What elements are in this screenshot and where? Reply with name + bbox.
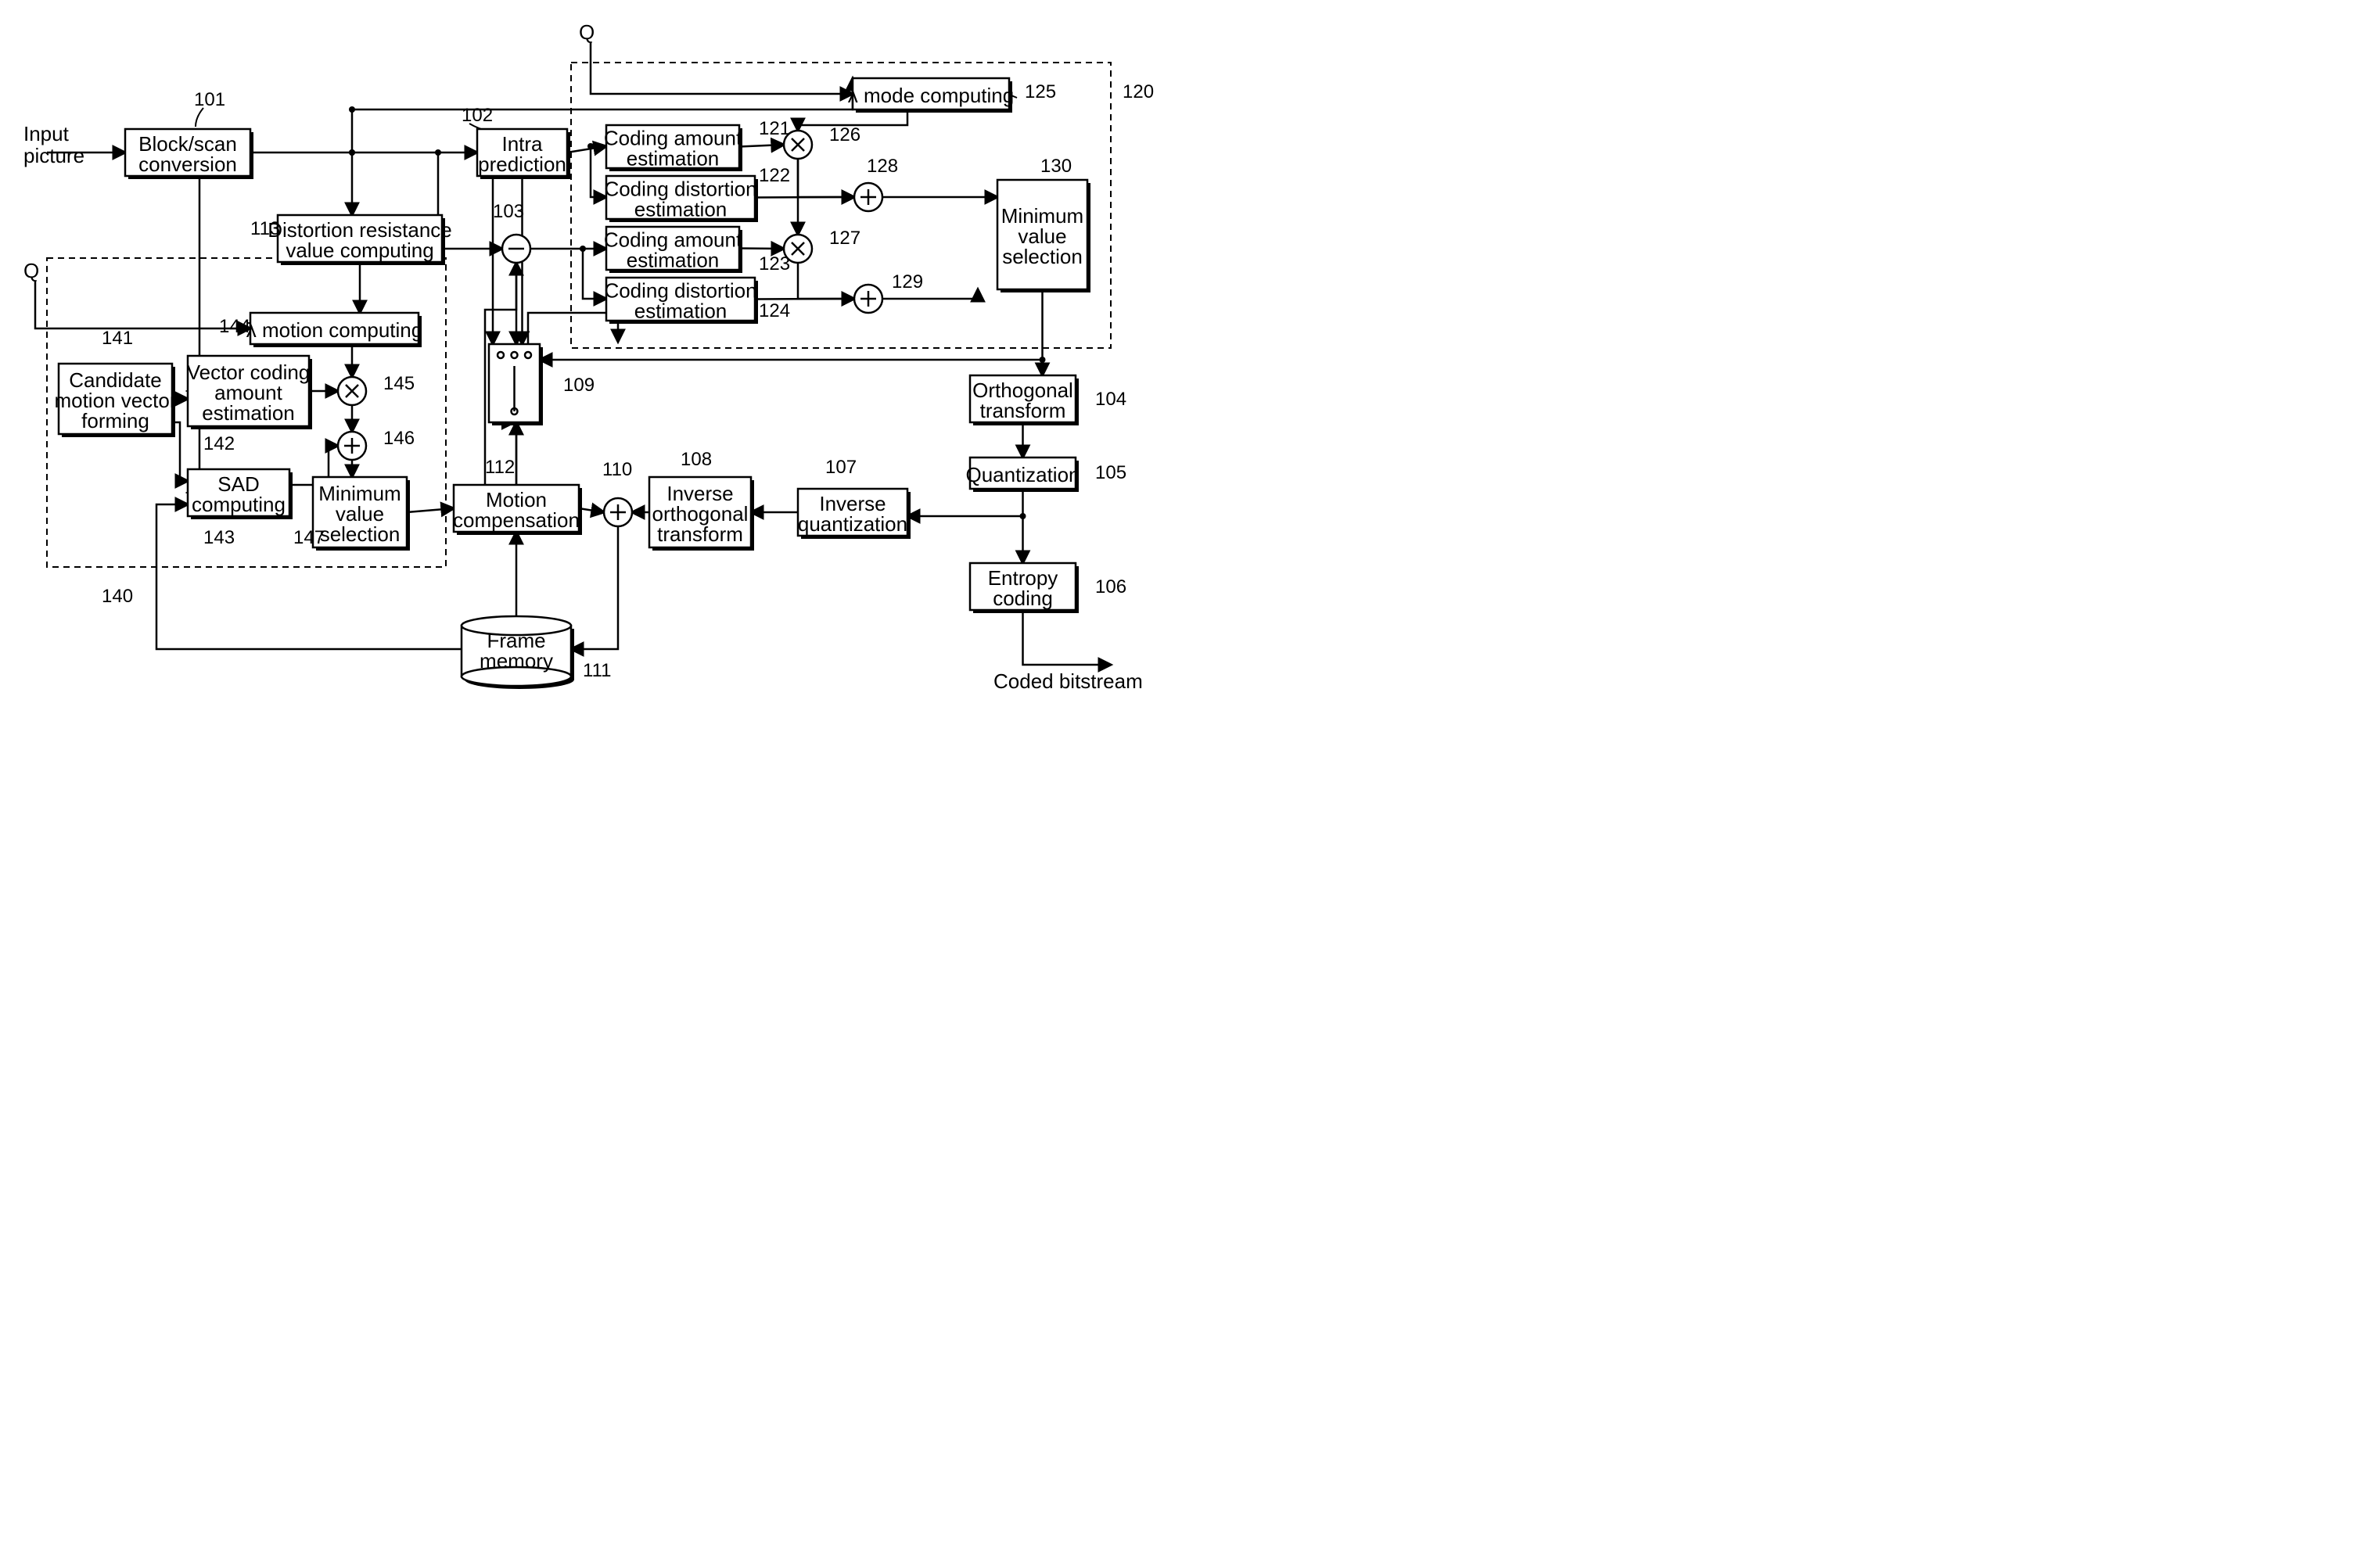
ref-105: 105 [1095, 462, 1126, 483]
ref-141: 141 [102, 328, 133, 349]
node-130: Minimumvalueselection [997, 180, 1090, 292]
node-102: Intraprediction [477, 129, 570, 179]
ref-102: 102 [462, 105, 493, 126]
ref-143: 143 [203, 527, 235, 548]
node-108: Inverseorthogonaltransform [649, 477, 754, 551]
ref-129: 129 [892, 271, 923, 292]
node-101: Block/scanconversion [125, 129, 253, 179]
ref-146: 146 [383, 428, 415, 449]
ref-112: 112 [485, 457, 515, 478]
ref-104: 104 [1095, 389, 1126, 410]
ref-144: 144 [219, 316, 250, 337]
op-128 [854, 183, 882, 211]
ref-145: 145 [383, 373, 415, 394]
ref-107: 107 [825, 457, 857, 478]
node-147: Minimumvalueselection [313, 477, 410, 551]
node-125: λ mode computing [848, 78, 1014, 113]
op-145 [338, 377, 366, 405]
node-144: λ motion computing [246, 313, 422, 347]
node-113: Distortion resistancevalue computing [268, 215, 452, 265]
ref-111: 111 [583, 660, 611, 681]
svg-text:Framememory: Framememory [480, 629, 553, 673]
ref-103: 103 [493, 201, 524, 222]
svg-text:λ motion computing: λ motion computing [246, 318, 422, 342]
node-123: Coding amountestimation [604, 227, 742, 273]
label-output: Coded bitstream [993, 669, 1143, 693]
ref-147: 147 [293, 527, 325, 548]
node-104: Orthogonaltransform [970, 375, 1079, 425]
svg-text:Entropycoding: Entropycoding [988, 566, 1058, 610]
ref-127: 127 [829, 228, 860, 249]
svg-text:Block/scanconversion: Block/scanconversion [138, 132, 237, 176]
node-111: Framememory [462, 616, 574, 689]
ref-110: 110 [602, 459, 632, 480]
node-112: Motioncompensation [453, 485, 582, 535]
svg-text:Distortion resistancevalue com: Distortion resistancevalue computing [268, 218, 452, 262]
node-122: Coding distortionestimation [604, 176, 758, 222]
node-109 [489, 344, 543, 425]
encoder-block-diagram: Block/scanconversion Intraprediction Ortho… [0, 0, 1173, 778]
svg-text:Orthogonaltransform: Orthogonaltransform [972, 379, 1073, 422]
ref-101: 101 [194, 89, 225, 110]
op-129 [854, 285, 882, 313]
ref-128: 128 [867, 156, 898, 177]
ref-125: 125 [1025, 81, 1056, 102]
op-146 [338, 432, 366, 460]
ref-124: 124 [759, 300, 790, 321]
node-121: Coding amountestimation [604, 125, 742, 171]
svg-text:λ mode computing: λ mode computing [848, 84, 1014, 107]
node-141: Candidatemotion vectorforming [54, 364, 176, 437]
ref-122: 122 [759, 165, 790, 186]
node-142: Vector codingamountestimation [187, 356, 312, 429]
svg-text:Quantization: Quantization [966, 463, 1080, 486]
node-143: SADcomputing [188, 469, 293, 519]
ref-106: 106 [1095, 576, 1126, 597]
op-103 [502, 235, 530, 263]
node-106: Entropycoding [970, 563, 1079, 613]
label-input: Inputpicture [23, 122, 84, 167]
ref-126: 126 [829, 124, 860, 145]
ref-121: 121 [759, 118, 790, 139]
ref-123: 123 [759, 253, 790, 274]
ref-109: 109 [563, 375, 595, 396]
ref-108: 108 [681, 449, 712, 470]
node-124: Coding distortionestimation [604, 278, 758, 324]
ref-120: 120 [1123, 81, 1154, 102]
node-105: Quantization [966, 457, 1080, 492]
op-110 [604, 498, 632, 526]
ref-140: 140 [102, 586, 133, 607]
node-107: Inversequantization [798, 489, 911, 539]
label-q-left: Q [23, 259, 39, 282]
label-q-top: Q [579, 20, 595, 44]
ref-113: 113 [250, 218, 280, 239]
ref-142: 142 [203, 433, 235, 454]
ref-130: 130 [1040, 156, 1072, 177]
